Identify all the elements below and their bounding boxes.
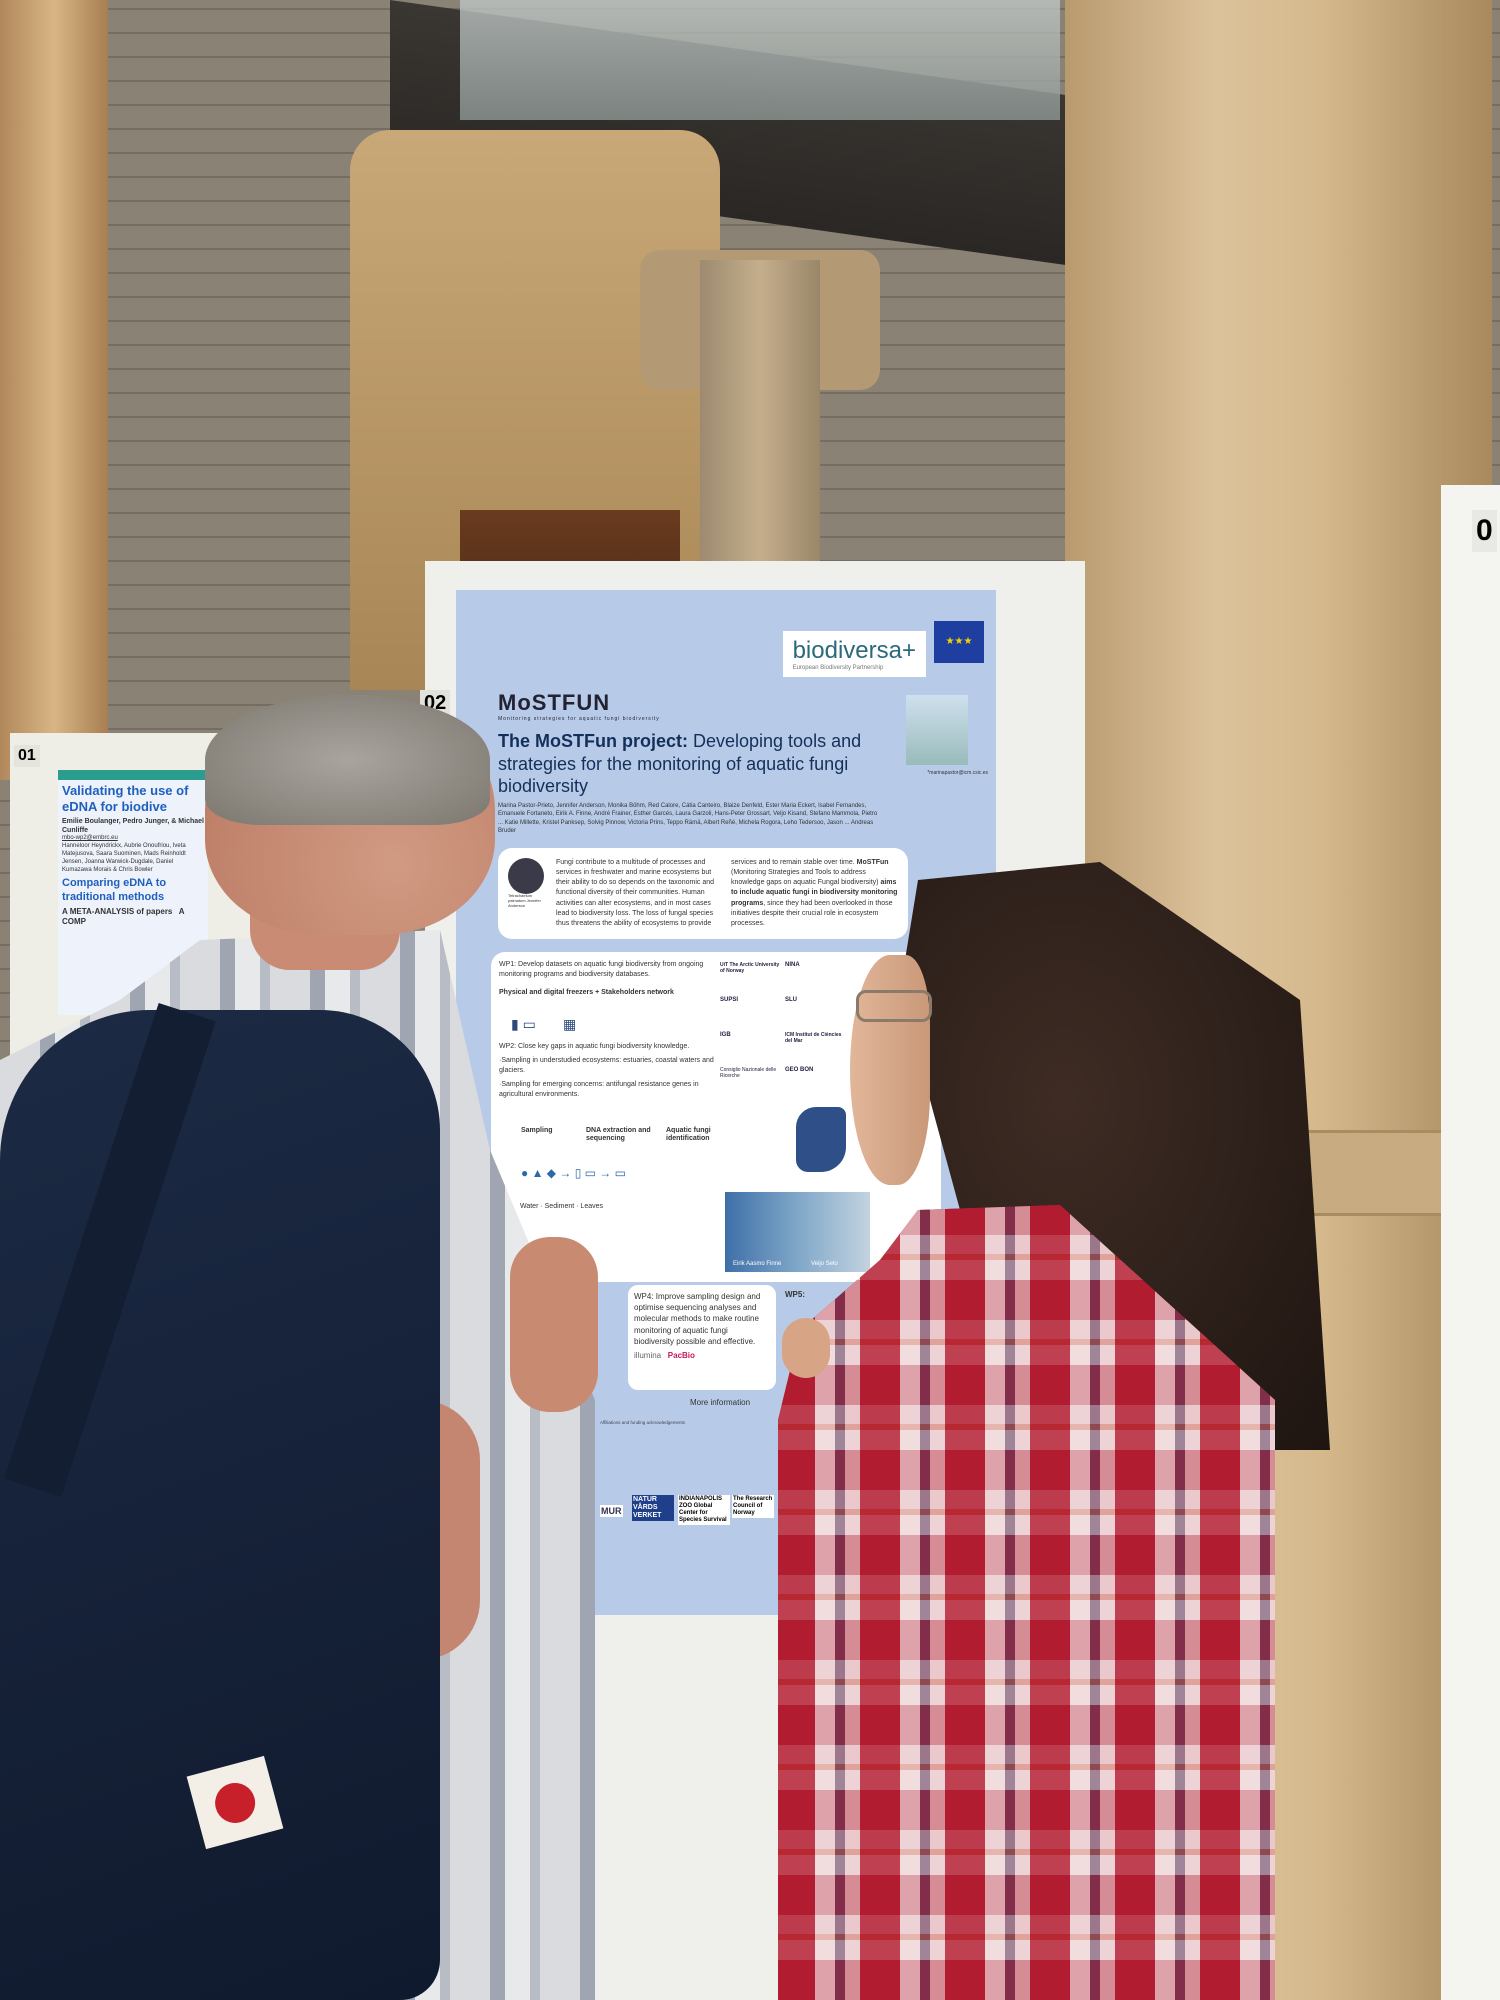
fungi-image (508, 858, 544, 894)
left-column (0, 0, 108, 780)
eu-flag-icon: ★★★ (934, 621, 984, 663)
poster-authors: Emilie Boulanger, Pedro Junger, & Michae… (62, 818, 204, 835)
image-caption: Tetrachaetum palmatum Jennifer Anderson (508, 893, 541, 908)
wp4-text: WP4: Improve sampling design and optimis… (634, 1292, 761, 1346)
funder-logo: INDIANAPOLIS ZOO Global Center for Speci… (678, 1495, 730, 1525)
funder-logo: The Research Council of Norway (732, 1495, 774, 1518)
poster-email: *marinapastor@icm.csic.es (927, 770, 988, 776)
wp2-text: WP2: Close key gaps in aquatic fungi bio… (499, 1043, 690, 1050)
step-label: Sampling (521, 1127, 553, 1134)
step-label: Aquatic fungi identification (666, 1127, 711, 1143)
mostfun-logo: MoSTFUN Monitoring strategies for aquatic… (498, 690, 660, 722)
poster-title: The MoSTFun project: Developing tools an… (498, 731, 862, 796)
freezer-computer-qr-icons: ▮ ▭ ▦ (511, 1016, 577, 1032)
poster-email: mbo-wp2@embrc.eu (62, 835, 118, 842)
intro-left-text: Fungi contribute to a multitude of proce… (556, 859, 714, 927)
author-photo (906, 695, 968, 765)
intro-right-text: services and to remain stable over time.… (731, 859, 898, 927)
skylight (460, 0, 1060, 120)
affiliations-text: Affiliations and funding acknowledgement… (600, 1420, 685, 1425)
navy-backpack (0, 1010, 440, 2000)
more-information: More information (690, 1398, 751, 1407)
partner-logos: UiT The Arctic University of Norway NINA… (720, 962, 842, 1079)
right-poster-board (1441, 485, 1500, 2000)
poster-title: Validating the use of eDNA for biodive (62, 783, 189, 814)
man-hand (510, 1237, 598, 1412)
wp1-text: WP1: Develop datasets on aquatic fungi b… (499, 961, 704, 979)
section-heading: A COMP (62, 906, 185, 927)
woman-plaid-shirt (778, 1205, 1275, 2000)
sample-types: Water · Sediment · Leaves (520, 1203, 603, 1210)
funder-logo: MUR (600, 1505, 623, 1518)
workflow-icons: ● ▲ ◆ → ▯ ▭ → ▭ (521, 1166, 626, 1180)
europe-map (796, 1107, 846, 1172)
funder-logo: NATUR VÅRDS VERKET (632, 1495, 674, 1522)
poster-subtitle: Comparing eDNA to traditional methods (62, 877, 167, 903)
wp5-label: WP5: (785, 1290, 805, 1299)
man-hair (205, 695, 490, 825)
wp2-bullet: ·Sampling for emerging concerns: antifun… (499, 1081, 699, 1099)
section-heading: A META-ANALYSIS of papers (62, 906, 173, 916)
glasses (856, 990, 932, 1022)
poster-contributors: Hanneloor Heyndrickx, Aubrie Onoufriou, … (62, 843, 186, 873)
photo-credit: Eirik Aasmo Finne (733, 1261, 782, 1268)
woman-hand (782, 1318, 830, 1378)
wp4-panel: WP4: Improve sampling design and optimis… (628, 1285, 776, 1390)
illumina-logo: illumina (634, 1350, 662, 1360)
wp2-bullet: ·Sampling in understudied ecosystems: es… (499, 1057, 714, 1075)
pacbio-logo: PacBio (667, 1350, 695, 1360)
poster-authors: Marina Pastor-Prieto, Jennifer Anderson,… (498, 803, 878, 835)
board-number: 0 (1472, 510, 1497, 552)
intro-panel: Tetrachaetum palmatum Jennifer Anderson … (498, 848, 908, 939)
field-photos: Eirik Aasmo Finne Veijo Selo (725, 1192, 870, 1272)
board-number: 01 (14, 745, 40, 767)
wp1-items: Physical and digital freezers + Stakehol… (499, 989, 674, 996)
photo-credit: Veijo Selo (811, 1261, 838, 1268)
biodiversa-logo: biodiversa+ European Biodiversity Partner… (782, 631, 926, 677)
step-label: DNA extraction and sequencing (586, 1127, 651, 1143)
